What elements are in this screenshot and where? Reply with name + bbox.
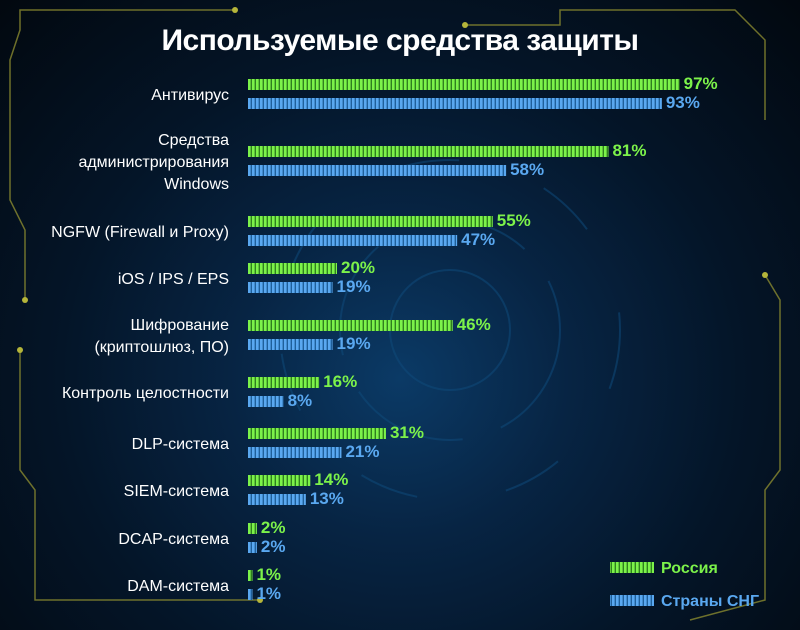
bar-russia [248,428,386,439]
data-label: 1% [256,565,281,584]
data-label: 2% [261,537,286,556]
data-label: 93% [666,93,700,112]
category-label: Шифрование (криптошлюз, ПО) [94,317,229,356]
data-label: 2% [261,518,286,537]
data-label: 55% [497,211,531,230]
bar-russia [248,475,311,486]
category-label: iOS / IPS / EPS [118,271,229,288]
category-label: Антивирус [151,87,229,104]
bar-russia [248,263,337,274]
category-label: DCAP-система [118,531,229,548]
data-label: 47% [461,230,495,249]
data-label: 46% [457,315,491,334]
data-label: 16% [323,372,357,391]
data-label: 81% [612,141,646,160]
bar-cis [248,494,306,505]
data-label: 14% [314,470,348,489]
data-label: 58% [510,160,544,179]
bar-cis [248,165,507,176]
bar-russia [248,146,609,157]
data-label: 19% [337,334,371,353]
category-label: SIEM-система [124,483,229,500]
data-label: 19% [337,277,371,296]
bar-russia [248,79,680,90]
bar-russia [248,320,453,331]
category-label: NGFW (Firewall и Proxy) [51,224,229,241]
chart-title: Используемые средства защиты [161,24,639,57]
legend-label: Страны СНГ [661,593,759,610]
category-label: DLP-система [132,436,229,453]
bar-russia [248,216,493,227]
category-label: Средства администрирования Windows [78,132,229,193]
data-label: 97% [684,74,718,93]
data-label: 1% [256,584,281,603]
bar-cis [248,447,342,458]
bar-cis [248,542,257,553]
data-label: 13% [310,489,344,508]
bar-cis [248,339,333,350]
bar-russia [248,523,257,534]
bar-cis [248,98,662,109]
bar-cis [248,282,333,293]
bar-cis [248,589,253,600]
legend-swatch [610,562,654,573]
data-label: 20% [341,258,375,277]
data-label: 8% [288,391,313,410]
bar-russia [248,377,320,388]
category-label: DAM-система [127,578,229,595]
data-label: 31% [390,423,424,442]
data-label: 21% [345,442,379,461]
legend-label: Россия [661,560,718,577]
category-label: Контроль целостности [62,385,229,402]
bar-russia [248,570,253,581]
legend-swatch [610,595,654,606]
bar-cis [248,235,458,246]
bar-cis [248,396,284,407]
